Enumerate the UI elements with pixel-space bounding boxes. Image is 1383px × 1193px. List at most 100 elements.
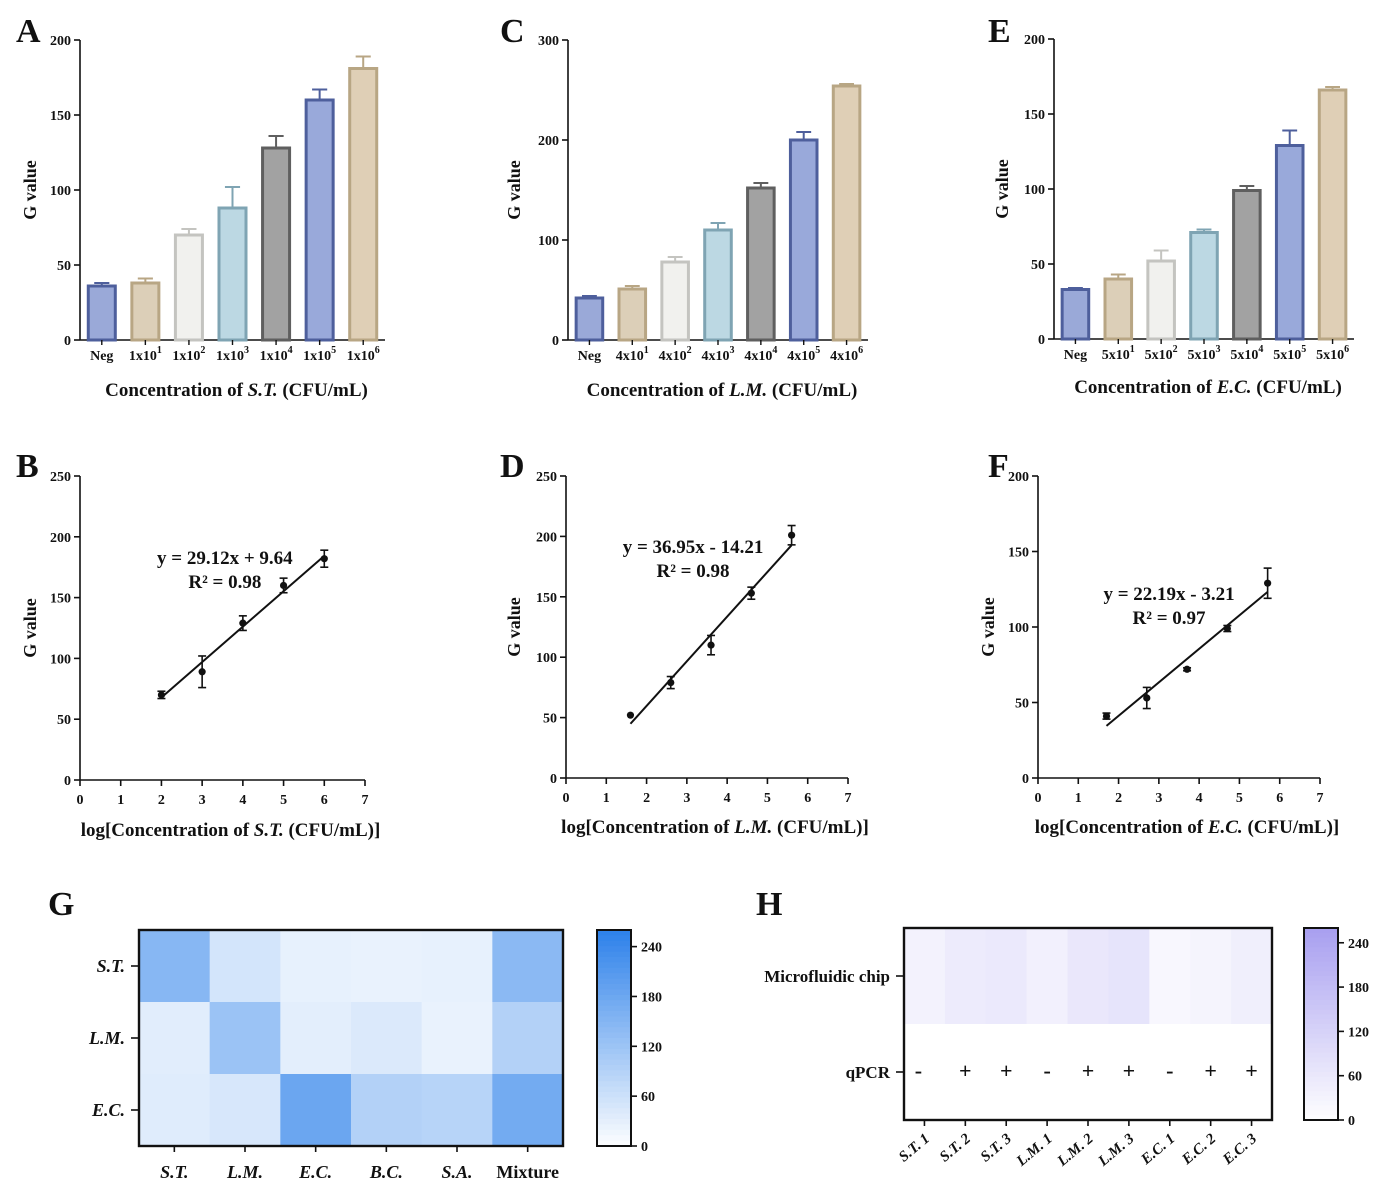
- x-tick-label-base: 5x10: [1230, 348, 1258, 363]
- col-label: L.M. 3: [1095, 1130, 1138, 1170]
- colorbar-segment: [597, 1005, 631, 1012]
- x-tick-label: 7: [845, 791, 852, 806]
- panel-G: G S.T. L.M. E.C. S.T. L.M. E.C. B.C. S.A. Mixture…: [48, 886, 662, 1182]
- row-label: Microfluidic chip: [764, 967, 890, 986]
- colorbar-segment: [597, 1065, 631, 1071]
- colorbar-segment: [1304, 942, 1338, 948]
- bar: [217, 206, 248, 342]
- colorbar-segment: [597, 1070, 631, 1077]
- y-tick-label: 200: [1024, 33, 1045, 48]
- x-tick-label: 5x102: [1145, 344, 1178, 363]
- x-tick-label: 3: [683, 791, 690, 806]
- x-axis-label-part: log[Concentration of: [81, 820, 254, 841]
- data-point: [788, 531, 796, 539]
- x-tick-label-base: 5x10: [1273, 348, 1301, 363]
- x-tick-label-exponent: 6: [1344, 344, 1349, 355]
- x-tick-label: 1x106: [347, 345, 380, 364]
- colorbar-segment: [1304, 937, 1338, 943]
- colorbar-segment: [597, 1102, 631, 1109]
- bar: [660, 260, 690, 342]
- y-tick-label: 200: [50, 531, 71, 546]
- bar: [831, 84, 862, 342]
- x-tick-label: 2: [158, 793, 165, 808]
- colorbar-tick-label: 0: [1348, 1114, 1355, 1129]
- x-tick-label: 0: [1035, 791, 1042, 806]
- colorbar-segment: [1304, 985, 1338, 991]
- x-axis-label-unit: (CFU/mL): [767, 380, 857, 401]
- heatmap-cell: [209, 1002, 281, 1075]
- x-tick-label: 4x103: [702, 345, 735, 364]
- heatmap-cell: [421, 1074, 493, 1147]
- colorbar-segment: [597, 951, 631, 958]
- y-tick-label: 250: [50, 470, 71, 485]
- x-tick-label-base: 1x10: [303, 349, 331, 364]
- colorbar-segment: [1304, 1024, 1338, 1030]
- bar: [703, 228, 733, 342]
- y-tick-label: 0: [552, 334, 559, 349]
- qpcr-positive-sign: +: [959, 1058, 972, 1083]
- colorbar-segment: [1304, 1062, 1338, 1068]
- y-axis-label: G value: [20, 160, 40, 220]
- y-tick-label: 0: [64, 774, 71, 789]
- data-point: [667, 678, 675, 687]
- qpcr-negative-sign: -: [915, 1058, 922, 1083]
- y-tick-label: 0: [1022, 772, 1029, 787]
- heatmap-cell: [421, 1002, 493, 1075]
- colorbar-segment: [1304, 1033, 1338, 1039]
- heatmap-cell: [351, 1002, 423, 1075]
- x-tick-label-exponent: 2: [687, 345, 692, 356]
- fit-r-squared: R² = 0.97: [1133, 608, 1206, 629]
- colorbar-segment: [597, 1124, 631, 1131]
- bar: [304, 98, 335, 342]
- x-tick-label-base: 5x10: [1188, 348, 1216, 363]
- x-tick-label: 6: [321, 793, 328, 808]
- colorbar-segment: [597, 973, 631, 980]
- colorbar-tick-label: 60: [641, 1090, 655, 1105]
- heatmap-cell: [351, 1074, 423, 1147]
- bar: [1146, 259, 1176, 341]
- bar: [788, 138, 819, 342]
- bar: [1103, 277, 1134, 341]
- panel-label: A: [16, 13, 41, 50]
- x-tick-label: 5: [1236, 791, 1243, 806]
- colorbar-segment: [1304, 1009, 1338, 1015]
- col-label: S.T. 2: [937, 1130, 974, 1165]
- bar: [86, 284, 117, 342]
- y-tick-label: 250: [536, 470, 557, 485]
- fit-equation: y = 36.95x - 14.21: [623, 537, 764, 558]
- colorbar-tick-label: 60: [1348, 1070, 1362, 1085]
- heatmap-cell: [1026, 928, 1069, 1024]
- colorbar-segment: [1304, 1081, 1338, 1087]
- x-tick-label-base: 4x10: [787, 349, 815, 364]
- x-tick-label-base: 5x10: [1145, 348, 1173, 363]
- qpcr-row-label: qPCR: [846, 1063, 891, 1082]
- colorbar-segment: [597, 1027, 631, 1034]
- col-label: L.M. 2: [1054, 1130, 1097, 1170]
- fit-r-squared: R² = 0.98: [188, 572, 261, 593]
- x-tick-label-base: 4x10: [616, 349, 644, 364]
- x-axis-label-unit: (CFU/mL): [1252, 377, 1342, 398]
- x-tick-label: 3: [1155, 791, 1162, 806]
- bar: [617, 287, 648, 342]
- x-tick-label-exponent: 4: [288, 345, 293, 356]
- x-tick-label: 1x101: [129, 345, 162, 364]
- y-axis-label: G value: [20, 598, 40, 658]
- y-axis-label: G value: [504, 597, 524, 657]
- y-tick-label: 200: [536, 530, 557, 545]
- bar: [173, 233, 204, 342]
- colorbar-segment: [1304, 952, 1338, 958]
- heatmap-cell: [351, 930, 423, 1003]
- colorbar-segment: [597, 940, 631, 947]
- heatmap-cell: [985, 928, 1028, 1024]
- x-tick-label-base: 4x10: [830, 349, 858, 364]
- panel-label: G: [48, 886, 74, 923]
- x-axis-label-part: log[Concentration of: [561, 817, 734, 838]
- x-tick-label-exponent: 6: [858, 345, 863, 356]
- x-axis-label: Concentration of S.T. (CFU/mL): [105, 380, 368, 401]
- col-label: S.A.: [441, 1162, 472, 1182]
- col-label: L.M. 1: [1013, 1131, 1056, 1170]
- x-tick-label-exponent: 2: [1173, 344, 1178, 355]
- y-tick-label: 300: [538, 34, 559, 49]
- x-tick-label-base: 1x10: [172, 349, 200, 364]
- panel-label: H: [756, 886, 782, 923]
